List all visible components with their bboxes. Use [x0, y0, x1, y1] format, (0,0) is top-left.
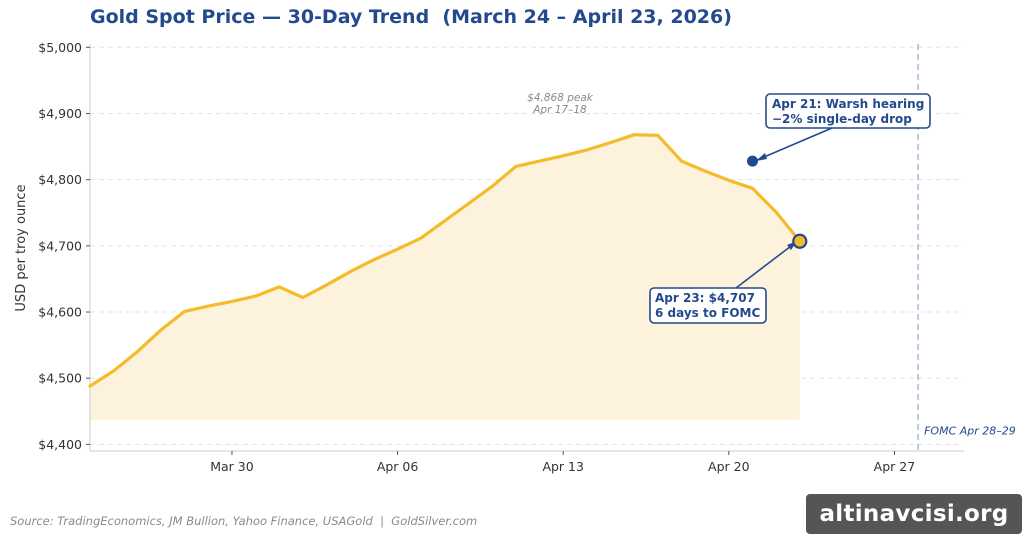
current-price-annotation: Apr 23: $4,707 6 days to FOMC [649, 241, 797, 324]
warsh-arrowhead [756, 153, 767, 161]
current-annotation-arrow [735, 242, 796, 289]
price-area-fill [90, 134, 800, 420]
current-annotation-line1: Apr 23: $4,707 [655, 291, 755, 305]
peak-note-line1: $4,868 peak [527, 92, 594, 104]
axes [86, 44, 964, 455]
fomc-label: FOMC Apr 28–29 [924, 424, 1016, 437]
warsh-annotation-line2: −2% single-day drop [772, 112, 912, 126]
y-tick-labels: $4,400 $4,500 $4,600 $4,700 $4,800 $4,900 $5,0… [38, 40, 82, 452]
y-tick-label: $4,600 [38, 305, 82, 320]
price-line [88, 133, 802, 388]
x-tick-label: Apr 13 [542, 459, 584, 474]
y-tick-label: $4,800 [38, 172, 82, 187]
warsh-annotation-line1: Apr 21: Warsh hearing [772, 97, 924, 111]
y-tick-label: $4,500 [38, 371, 82, 386]
y-tick-label: $4,700 [38, 238, 82, 253]
x-tick-label: Mar 30 [210, 459, 254, 474]
x-tick-label: Apr 06 [377, 459, 419, 474]
current-annotation-line2: 6 days to FOMC [655, 306, 760, 320]
chart-title: Gold Spot Price — 30-Day Trend (March 24… [90, 6, 732, 28]
warsh-annotation: Apr 21: Warsh hearing −2% single-day dro… [756, 93, 931, 161]
watermark-badge: altinavcisi.org [806, 494, 1022, 534]
y-axis-title: USD per troy ounce [14, 184, 29, 311]
x-tick-labels: Mar 30 Apr 06 Apr 13 Apr 20 Apr 27 [210, 459, 915, 474]
warsh-annotation-arrow [756, 127, 833, 161]
warsh-hearing-point [746, 155, 758, 167]
current-price-point [792, 233, 808, 249]
x-tick-label: Apr 20 [708, 459, 750, 474]
y-tick-label: $4,900 [38, 106, 82, 121]
x-tick-label: Apr 27 [874, 459, 916, 474]
y-tick-label: $5,000 [38, 40, 82, 55]
y-tick-label: $4,400 [38, 437, 82, 452]
source-note: Source: TradingEconomics, JM Bullion, Ya… [10, 514, 478, 528]
peak-note-line2: Apr 17–18 [532, 104, 587, 116]
